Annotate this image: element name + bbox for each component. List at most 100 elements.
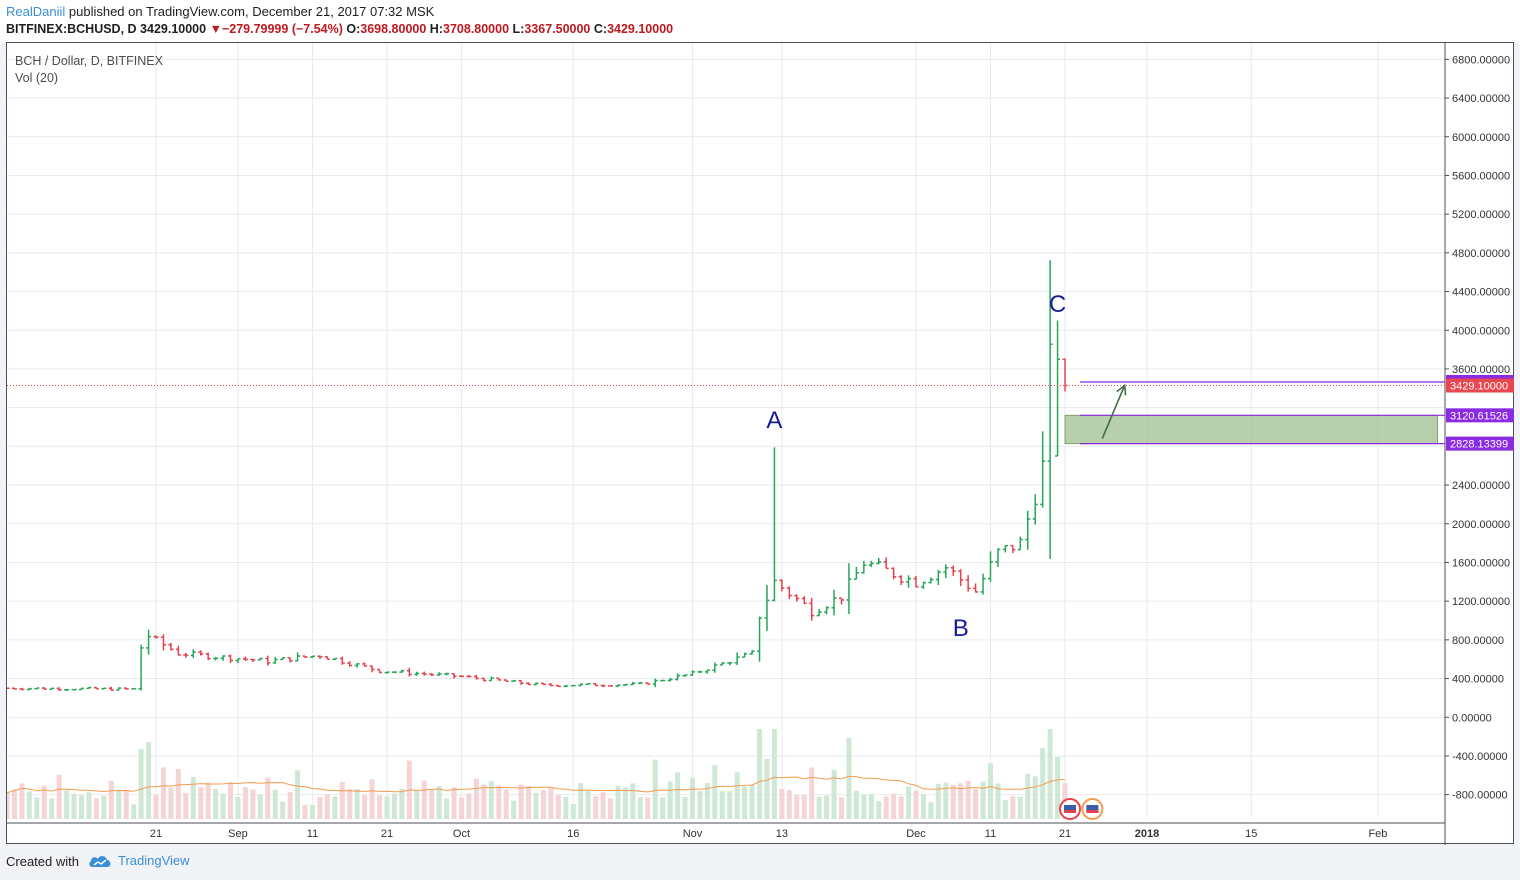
volume-bar	[712, 764, 718, 819]
x-tick-label: Feb	[1368, 828, 1387, 840]
ohlc-bar	[451, 672, 457, 679]
open-value: 3698.80000	[360, 22, 427, 36]
price-tag-box	[1446, 436, 1514, 451]
volume-bar	[473, 778, 479, 819]
chart-area[interactable]: A B C 6800.00000 6400.00000 6000.00000 5600.00…	[6, 42, 1515, 845]
wave-label-a: A	[766, 407, 782, 434]
volume-bar	[481, 784, 487, 819]
volume-bar	[846, 738, 852, 819]
ohlc-bar	[652, 678, 658, 688]
volume-bar	[362, 795, 368, 819]
ohlc-bar	[689, 670, 695, 676]
ohlc-bar	[473, 674, 479, 680]
ohlc-bar	[11, 687, 17, 690]
ohlc-bar	[1062, 358, 1068, 392]
ohlc-bar	[771, 447, 777, 602]
volume-bar	[913, 790, 919, 819]
volume-bar	[1055, 757, 1061, 819]
flag-icon-part	[1086, 810, 1099, 813]
ohlc-bar	[295, 652, 301, 662]
ohlc-bar	[853, 566, 859, 580]
ohlc-bar	[213, 657, 219, 661]
ohlc-bar	[786, 586, 792, 600]
ohlc-bar	[801, 595, 807, 605]
volume-bar	[257, 794, 263, 819]
ohlc-bar	[1010, 544, 1016, 554]
volume-bar	[585, 790, 591, 819]
price-chart-svg[interactable]: A B C 6800.00000 6400.00000 6000.00000 5600.00…	[7, 43, 1515, 845]
ohlc-bar	[71, 688, 77, 691]
ohlc-bar	[421, 671, 427, 676]
volume-bar	[436, 785, 442, 819]
tradingview-brand-link[interactable]: TradingView	[88, 853, 190, 868]
volume-bar	[175, 769, 181, 819]
volume-bar	[816, 796, 822, 819]
volume-bar	[49, 798, 55, 819]
high-label: H:	[429, 22, 443, 36]
ohlc-bar	[488, 676, 494, 682]
close-label: C:	[593, 22, 608, 36]
volume-bar	[138, 749, 144, 819]
x-tick-label: Oct	[453, 828, 470, 840]
volume-bar	[56, 774, 62, 819]
y-tick-label: 4400.00000	[1452, 287, 1510, 299]
volume-bar	[868, 794, 874, 819]
volume-bar	[108, 780, 114, 819]
ohlc-bar	[563, 685, 569, 688]
volume-bar	[451, 787, 457, 819]
ohlc-bar	[414, 671, 420, 676]
ohlc-bar	[876, 557, 882, 565]
ohlc-bar	[757, 616, 763, 662]
ohlc-bar	[1025, 510, 1031, 550]
ohlc-bar	[481, 677, 487, 682]
x-tick-label: Nov	[683, 828, 703, 840]
price-tag-box	[1446, 408, 1514, 423]
volume-bar	[973, 789, 979, 819]
ohlc-bar	[675, 673, 681, 681]
ohlc-bar	[436, 672, 442, 676]
volume-bar	[935, 783, 941, 819]
ohlc-bar	[540, 682, 546, 686]
open-label: O:	[346, 22, 361, 36]
volume-bar	[615, 785, 621, 819]
volume-bar	[920, 794, 926, 819]
volume-bar	[444, 798, 450, 819]
volume-bar	[131, 804, 137, 819]
ohlc-bar	[362, 662, 368, 667]
ohlc-bar	[93, 686, 99, 690]
volume-bar	[26, 791, 32, 819]
volume-bar	[1025, 773, 1031, 819]
ohlc-bar	[637, 681, 643, 685]
flag-icon-part	[1064, 810, 1077, 813]
x-tick-label: Sep	[228, 828, 248, 840]
ohlc-bar	[980, 573, 986, 595]
volume-bar	[548, 787, 554, 819]
y-tick-label: 4800.00000	[1452, 248, 1510, 260]
ohlc-bar	[526, 682, 532, 686]
last-price: 3429.10000	[140, 22, 207, 36]
volume-title: Vol (20)	[15, 71, 59, 85]
volume-bar	[570, 804, 576, 819]
ohlc-bar	[809, 598, 815, 621]
ohlc-bar	[309, 655, 315, 658]
volume-bar	[272, 789, 278, 819]
ohlc-bar	[228, 654, 234, 663]
ohlc-bar	[324, 656, 330, 660]
x-tick-label: 21	[150, 828, 162, 840]
volume-bar	[675, 772, 681, 819]
volume-bar	[466, 793, 472, 819]
volume-bar	[302, 805, 308, 819]
ohlc-bar	[935, 569, 941, 585]
ohlc-bar	[1032, 494, 1038, 525]
ohlc-bar	[1047, 260, 1053, 560]
author-link[interactable]: RealDaniil	[6, 4, 66, 19]
low-label: L:	[512, 22, 525, 36]
volume-bar	[526, 785, 532, 819]
volume-bar	[213, 788, 219, 819]
price-change: −279.79999 (−7.54%)	[221, 22, 343, 36]
cloud-logo-icon	[89, 855, 111, 867]
volume-bar	[1017, 796, 1023, 819]
volume-bar	[779, 788, 785, 819]
ohlc-bar	[242, 656, 248, 661]
header-bar: RealDaniil published on TradingView.com,…	[0, 0, 1520, 42]
